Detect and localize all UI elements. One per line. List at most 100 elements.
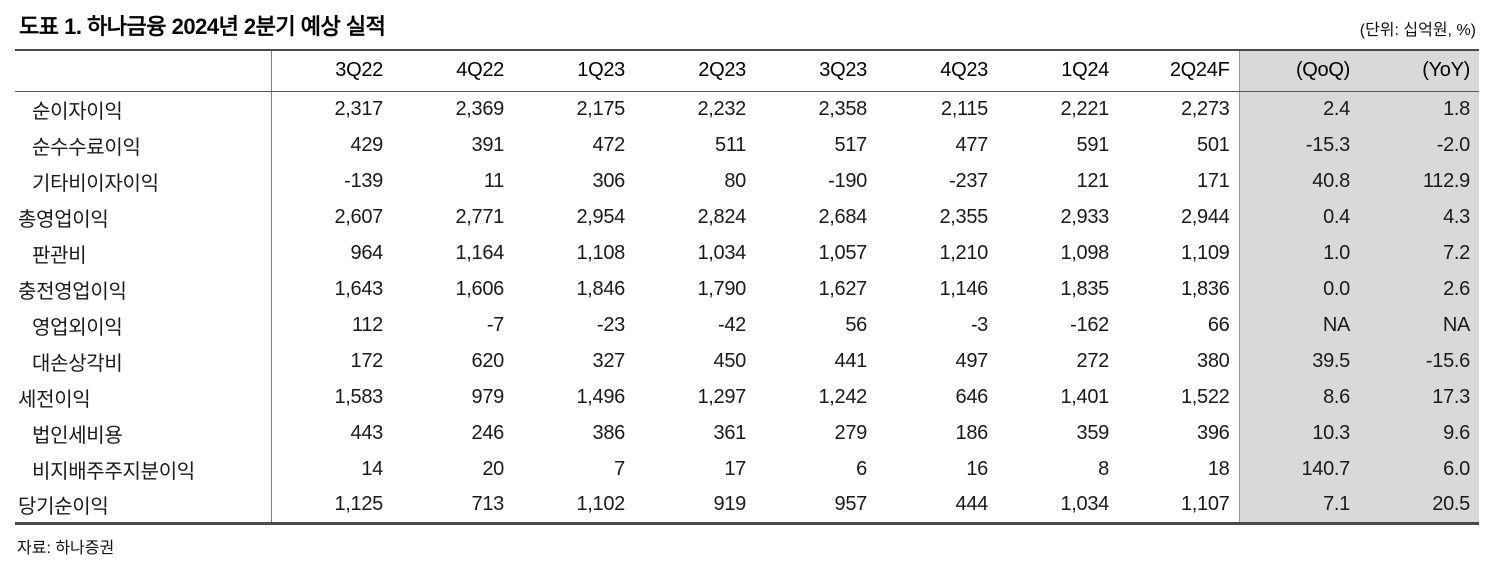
- column-header-3q23: 3Q23: [755, 50, 876, 92]
- table-row: 순수수료이익 429 391 472 511 517 477 591 501 -15.3 -2.0: [15, 127, 1479, 163]
- table-row: 법인세비용 443 246 386 361 279 186 359 396 10.3 9.6: [15, 415, 1479, 451]
- value-cell: NA: [1238, 307, 1359, 343]
- value-cell: 919: [713, 492, 747, 515]
- value-cell: -3: [970, 313, 988, 336]
- table-row: 순이자이익 2,317 2,369 2,175 2,232 2,358 2,115 2,221…: [15, 91, 1479, 127]
- value-cell: 1,297: [697, 385, 746, 408]
- table-row: 비지배주주지분이익 14 20 7 17 6 16 8 18 140.7 6.0: [15, 451, 1479, 487]
- table-row: 충전영업이익 1,643 1,606 1,846 1,790 1,627 1,146 1,83…: [15, 271, 1479, 307]
- value-cell: 8.6: [1238, 379, 1359, 415]
- value-cell: 359: [1076, 421, 1110, 444]
- unit-note: (단위: 십억원, %): [1359, 22, 1476, 39]
- value-cell: -7: [486, 313, 504, 336]
- value-cell: 2,273: [1180, 97, 1230, 120]
- value-cell: 1,102: [576, 492, 625, 515]
- value-cell: 172: [350, 349, 384, 372]
- value-cell: 429: [350, 133, 384, 156]
- value-cell: 2,355: [939, 205, 988, 228]
- source-note: 자료: 하나증권: [17, 539, 115, 557]
- table-title: 도표 1. 하나금융 2024년 2분기 예상 실적: [19, 14, 386, 39]
- value-cell: 140.7: [1238, 451, 1359, 487]
- value-cell: 16: [966, 457, 988, 480]
- value-cell: 591: [1076, 133, 1110, 156]
- value-cell: 20: [482, 457, 504, 480]
- value-cell: 646: [955, 385, 989, 408]
- table-header-bar: 도표 1. 하나금융 2024년 2분기 예상 실적 (단위: 십억원, %): [0, 0, 1489, 47]
- column-header-yoy: (YoY): [1359, 50, 1479, 92]
- value-cell: 7: [614, 457, 625, 480]
- value-cell: 80: [724, 169, 746, 192]
- value-cell: 511: [715, 133, 746, 156]
- value-cell: 472: [592, 133, 626, 156]
- value-cell: 957: [834, 492, 868, 515]
- value-cell: 2.6: [1359, 271, 1479, 307]
- value-cell: 444: [955, 492, 989, 515]
- value-cell: 1,496: [576, 385, 625, 408]
- value-cell: 2,684: [818, 205, 867, 228]
- row-label: 비지배주주지분이익: [15, 451, 272, 487]
- row-label: 순수수료이익: [15, 127, 272, 163]
- table-header-row: 3Q22 4Q22 1Q23 2Q23 3Q23 4Q23 1Q24 2Q24F…: [15, 50, 1479, 92]
- value-cell: 17.3: [1359, 379, 1479, 415]
- value-cell: -2.0: [1359, 127, 1479, 163]
- value-cell: 2,358: [818, 97, 867, 120]
- column-header-3q22: 3Q22: [271, 50, 392, 92]
- value-cell: 361: [713, 421, 747, 444]
- value-cell: 1,107: [1180, 492, 1230, 515]
- value-cell: 1,836: [1180, 277, 1230, 300]
- value-cell: 477: [955, 133, 989, 156]
- value-cell: 0.0: [1238, 271, 1359, 307]
- value-cell: 713: [471, 492, 505, 515]
- value-cell: -162: [1070, 313, 1109, 336]
- value-cell: -190: [828, 169, 867, 192]
- value-cell: 2,954: [576, 205, 625, 228]
- value-cell: 2,175: [576, 97, 625, 120]
- value-cell: 497: [955, 349, 989, 372]
- table-row: 당기순이익 1,125 713 1,102 919 957 444 1,034 1,107 7.1…: [15, 487, 1479, 523]
- value-cell: 620: [471, 349, 505, 372]
- row-label: 영업외이익: [15, 307, 272, 343]
- value-cell: -15.3: [1238, 127, 1359, 163]
- table-row: 판관비 964 1,164 1,108 1,034 1,057 1,210 1,098 1,10…: [15, 235, 1479, 271]
- value-cell: 18: [1207, 457, 1230, 480]
- row-label: 세전이익: [15, 379, 272, 415]
- value-cell: 1,146: [939, 277, 988, 300]
- value-cell: 517: [834, 133, 868, 156]
- value-cell: 391: [471, 133, 505, 156]
- column-header-2q23: 2Q23: [634, 50, 755, 92]
- value-cell: 8: [1098, 457, 1109, 480]
- value-cell: 1,835: [1060, 277, 1109, 300]
- value-cell: 1,846: [576, 277, 625, 300]
- row-label: 법인세비용: [15, 415, 272, 451]
- value-cell: 1,109: [1180, 241, 1230, 264]
- value-cell: 246: [471, 421, 505, 444]
- column-header-qoq: (QoQ): [1238, 50, 1359, 92]
- row-label: 대손상각비: [15, 343, 272, 379]
- value-cell: 2,115: [940, 97, 988, 120]
- value-cell: 56: [845, 313, 867, 336]
- row-label: 순이자이익: [15, 91, 272, 127]
- row-label: 총영업이익: [15, 199, 272, 235]
- value-cell: 186: [955, 421, 989, 444]
- value-cell: NA: [1359, 307, 1479, 343]
- table-row: 영업외이익 112 -7 -23 -42 56 -3 -162 66 NA NA: [15, 307, 1479, 343]
- column-header-4q23: 4Q23: [876, 50, 997, 92]
- value-cell: 1,108: [576, 241, 625, 264]
- row-label: 기타비이자이익: [15, 163, 272, 199]
- column-header-1q24: 1Q24: [997, 50, 1118, 92]
- value-cell: 1.0: [1238, 235, 1359, 271]
- value-cell: 1,034: [1060, 492, 1109, 515]
- value-cell: 1,583: [334, 385, 383, 408]
- value-cell: 20.5: [1359, 487, 1479, 523]
- value-cell: 2,607: [334, 205, 383, 228]
- value-cell: 396: [1197, 421, 1230, 444]
- value-cell: 1,210: [939, 241, 988, 264]
- value-cell: 2,933: [1060, 205, 1109, 228]
- value-cell: 17: [724, 457, 746, 480]
- financial-results-table: 3Q22 4Q22 1Q23 2Q23 3Q23 4Q23 1Q24 2Q24F…: [15, 49, 1479, 525]
- value-cell: 39.5: [1238, 343, 1359, 379]
- table-row: 기타비이자이익 -139 11 306 80 -190 -237 121 171 40.8 112.…: [15, 163, 1479, 199]
- value-cell: 9.6: [1359, 415, 1479, 451]
- row-label-header: [15, 50, 272, 92]
- value-cell: 279: [834, 421, 868, 444]
